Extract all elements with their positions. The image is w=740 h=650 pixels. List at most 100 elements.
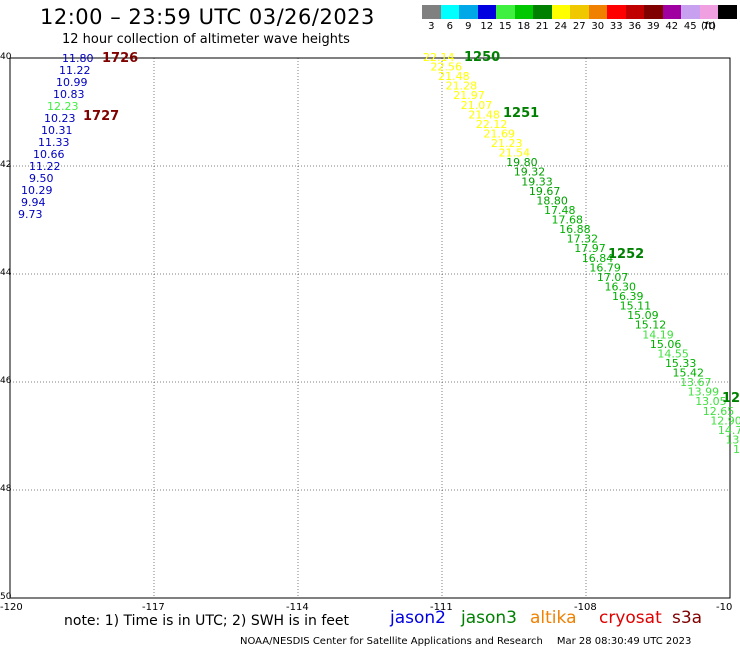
wave-height-label: 19.33 xyxy=(521,175,553,188)
longitude-tick-label: -114 xyxy=(286,602,309,613)
legend-label: 12 xyxy=(480,21,494,32)
wave-height-label: 21.54 xyxy=(499,147,531,160)
wave-height-label: 15.12 xyxy=(635,319,667,332)
wave-height-label: 21.48 xyxy=(468,108,500,121)
longitude-tick-label: -120 xyxy=(0,602,23,613)
legend-label xyxy=(718,21,737,32)
legend-swatch xyxy=(662,5,681,19)
legend-label: 24 xyxy=(554,21,568,32)
color-legend-bar xyxy=(422,5,737,19)
wave-height-label: 12.65 xyxy=(703,405,735,418)
legend-label: 45 xyxy=(683,21,697,32)
wave-height-label: 10.83 xyxy=(53,88,85,101)
wave-height-label: 11.33 xyxy=(38,136,70,149)
legend-label: 15 xyxy=(498,21,512,32)
map-plot-area: 11.80 11.22 10.99 10.83 12.23 10.23 10.31 11.33… xyxy=(9,50,740,599)
wave-height-label: 17.07 xyxy=(597,271,629,284)
legend-unit: (ft) xyxy=(701,21,717,32)
pass-number-label: 1252 xyxy=(608,247,644,262)
wave-height-label: 18.80 xyxy=(536,194,568,207)
wave-height-label: 17.48 xyxy=(544,204,576,217)
wave-height-label: 15.33 xyxy=(665,357,697,370)
wave-height-label: 14.55 xyxy=(657,347,689,360)
legend-label: 70 xyxy=(702,21,716,32)
wave-height-label: 21.28 xyxy=(446,80,478,93)
wave-height-label: 9.50 xyxy=(29,172,54,185)
longitude-tick-label: -111 xyxy=(430,602,453,613)
satellite-name-s3a: s3a xyxy=(672,608,703,628)
footer: NOAA/NESDIS Center for Satellite Applica… xyxy=(240,636,691,647)
pass-number-label: 1251 xyxy=(503,106,539,121)
legend-label: 6 xyxy=(446,21,453,32)
wave-height-label: 13.05 xyxy=(695,395,727,408)
legend-label: 33 xyxy=(609,21,623,32)
wave-height-label: 19.80 xyxy=(506,156,538,169)
wave-height-label: 10.23 xyxy=(44,112,76,125)
legend-label: 18 xyxy=(517,21,531,32)
legend-swatch xyxy=(644,5,663,19)
color-legend-labels: 3 6 9 12 15 18 21 24 27 30 33 36 39 42 45 70 xyxy=(422,21,737,32)
wave-height-label: 19.67 xyxy=(529,185,561,198)
wave-height-label: 13.67 xyxy=(680,376,712,389)
legend-label: 39 xyxy=(646,21,660,32)
wave-height-label: 21.07 xyxy=(461,99,493,112)
wave-height-label: 14.75 xyxy=(718,424,740,437)
wave-height-label: 16.88 xyxy=(559,223,591,236)
footer-timestamp: Mar 28 08:30:49 UTC 2023 xyxy=(556,636,692,647)
wave-height-label: 10.99 xyxy=(56,76,88,89)
legend-label: 42 xyxy=(665,21,679,32)
wave-height-label: 15.09 xyxy=(627,309,659,322)
legend-label: 9 xyxy=(465,21,472,32)
legend-swatch xyxy=(496,5,515,19)
wave-height-label: 22.12 xyxy=(476,118,508,131)
footer-org: NOAA/NESDIS Center for Satellite Applica… xyxy=(240,636,543,647)
wave-height-label: 12.23 xyxy=(47,100,79,113)
wave-height-label: 9.73 xyxy=(18,208,43,221)
legend-label: 36 xyxy=(628,21,642,32)
latitude-tick-label: 50 xyxy=(0,592,12,602)
wave-height-label: 11.22 xyxy=(29,160,61,173)
latitude-tick-label: 40 xyxy=(0,52,12,62)
note-text: note: 1) Time is in UTC; 2) SWH is in fe… xyxy=(64,613,350,629)
wave-height-label: 10.66 xyxy=(33,148,65,161)
wave-height-label: 21.48 xyxy=(438,70,470,83)
legend-swatch xyxy=(477,5,496,19)
legend-label: 30 xyxy=(591,21,605,32)
wave-height-label: 13.99 xyxy=(688,386,720,399)
legend-label: 21 xyxy=(535,21,549,32)
satellite-name-altika: altika xyxy=(530,608,577,628)
map-title: 12:00 – 23:59 UTC 03/26/2023 xyxy=(40,5,375,29)
latitude-tick-label: 48 xyxy=(0,484,12,494)
wave-height-label: 16.30 xyxy=(604,280,636,293)
legend-swatch xyxy=(551,5,570,19)
legend-label: 3 xyxy=(428,21,435,32)
latitude-tick-label: 44 xyxy=(0,268,12,278)
legend-swatch xyxy=(422,5,441,19)
legend-swatch xyxy=(533,5,552,19)
pass-number-label: 12 xyxy=(722,391,740,406)
legend-swatch xyxy=(570,5,589,19)
wave-height-label: 17.68 xyxy=(552,214,584,227)
wave-height-label: 22.56 xyxy=(431,61,463,74)
wave-height-label: 10.31 xyxy=(41,124,73,137)
pass-number-label: 1250 xyxy=(464,50,500,65)
wave-height-label: 13.2 xyxy=(725,433,740,446)
pass-number-label: 1727 xyxy=(83,109,119,124)
longitude-tick-label: -10 xyxy=(716,602,733,613)
wave-height-label: 11.80 xyxy=(62,52,94,65)
legend-label: 27 xyxy=(572,21,586,32)
wave-height-label: 14.19 xyxy=(642,328,674,341)
wave-height-label: 15.42 xyxy=(673,367,705,380)
wave-height-label: 21.69 xyxy=(483,127,515,140)
wave-height-label: 17.32 xyxy=(567,233,599,246)
wave-height-label: 11.22 xyxy=(59,64,91,77)
wave-height-label: 22.14 xyxy=(423,51,455,64)
legend-swatch xyxy=(514,5,533,19)
wave-height-label: 19.32 xyxy=(514,166,546,179)
legend-swatch xyxy=(440,5,459,19)
longitude-tick-label: -108 xyxy=(574,602,597,613)
satellite-name-cryosat: cryosat xyxy=(599,608,662,628)
legend-swatch xyxy=(588,5,607,19)
satellite-name-jason2: jason2 xyxy=(390,608,446,628)
wave-height-label: 21.23 xyxy=(491,137,523,150)
